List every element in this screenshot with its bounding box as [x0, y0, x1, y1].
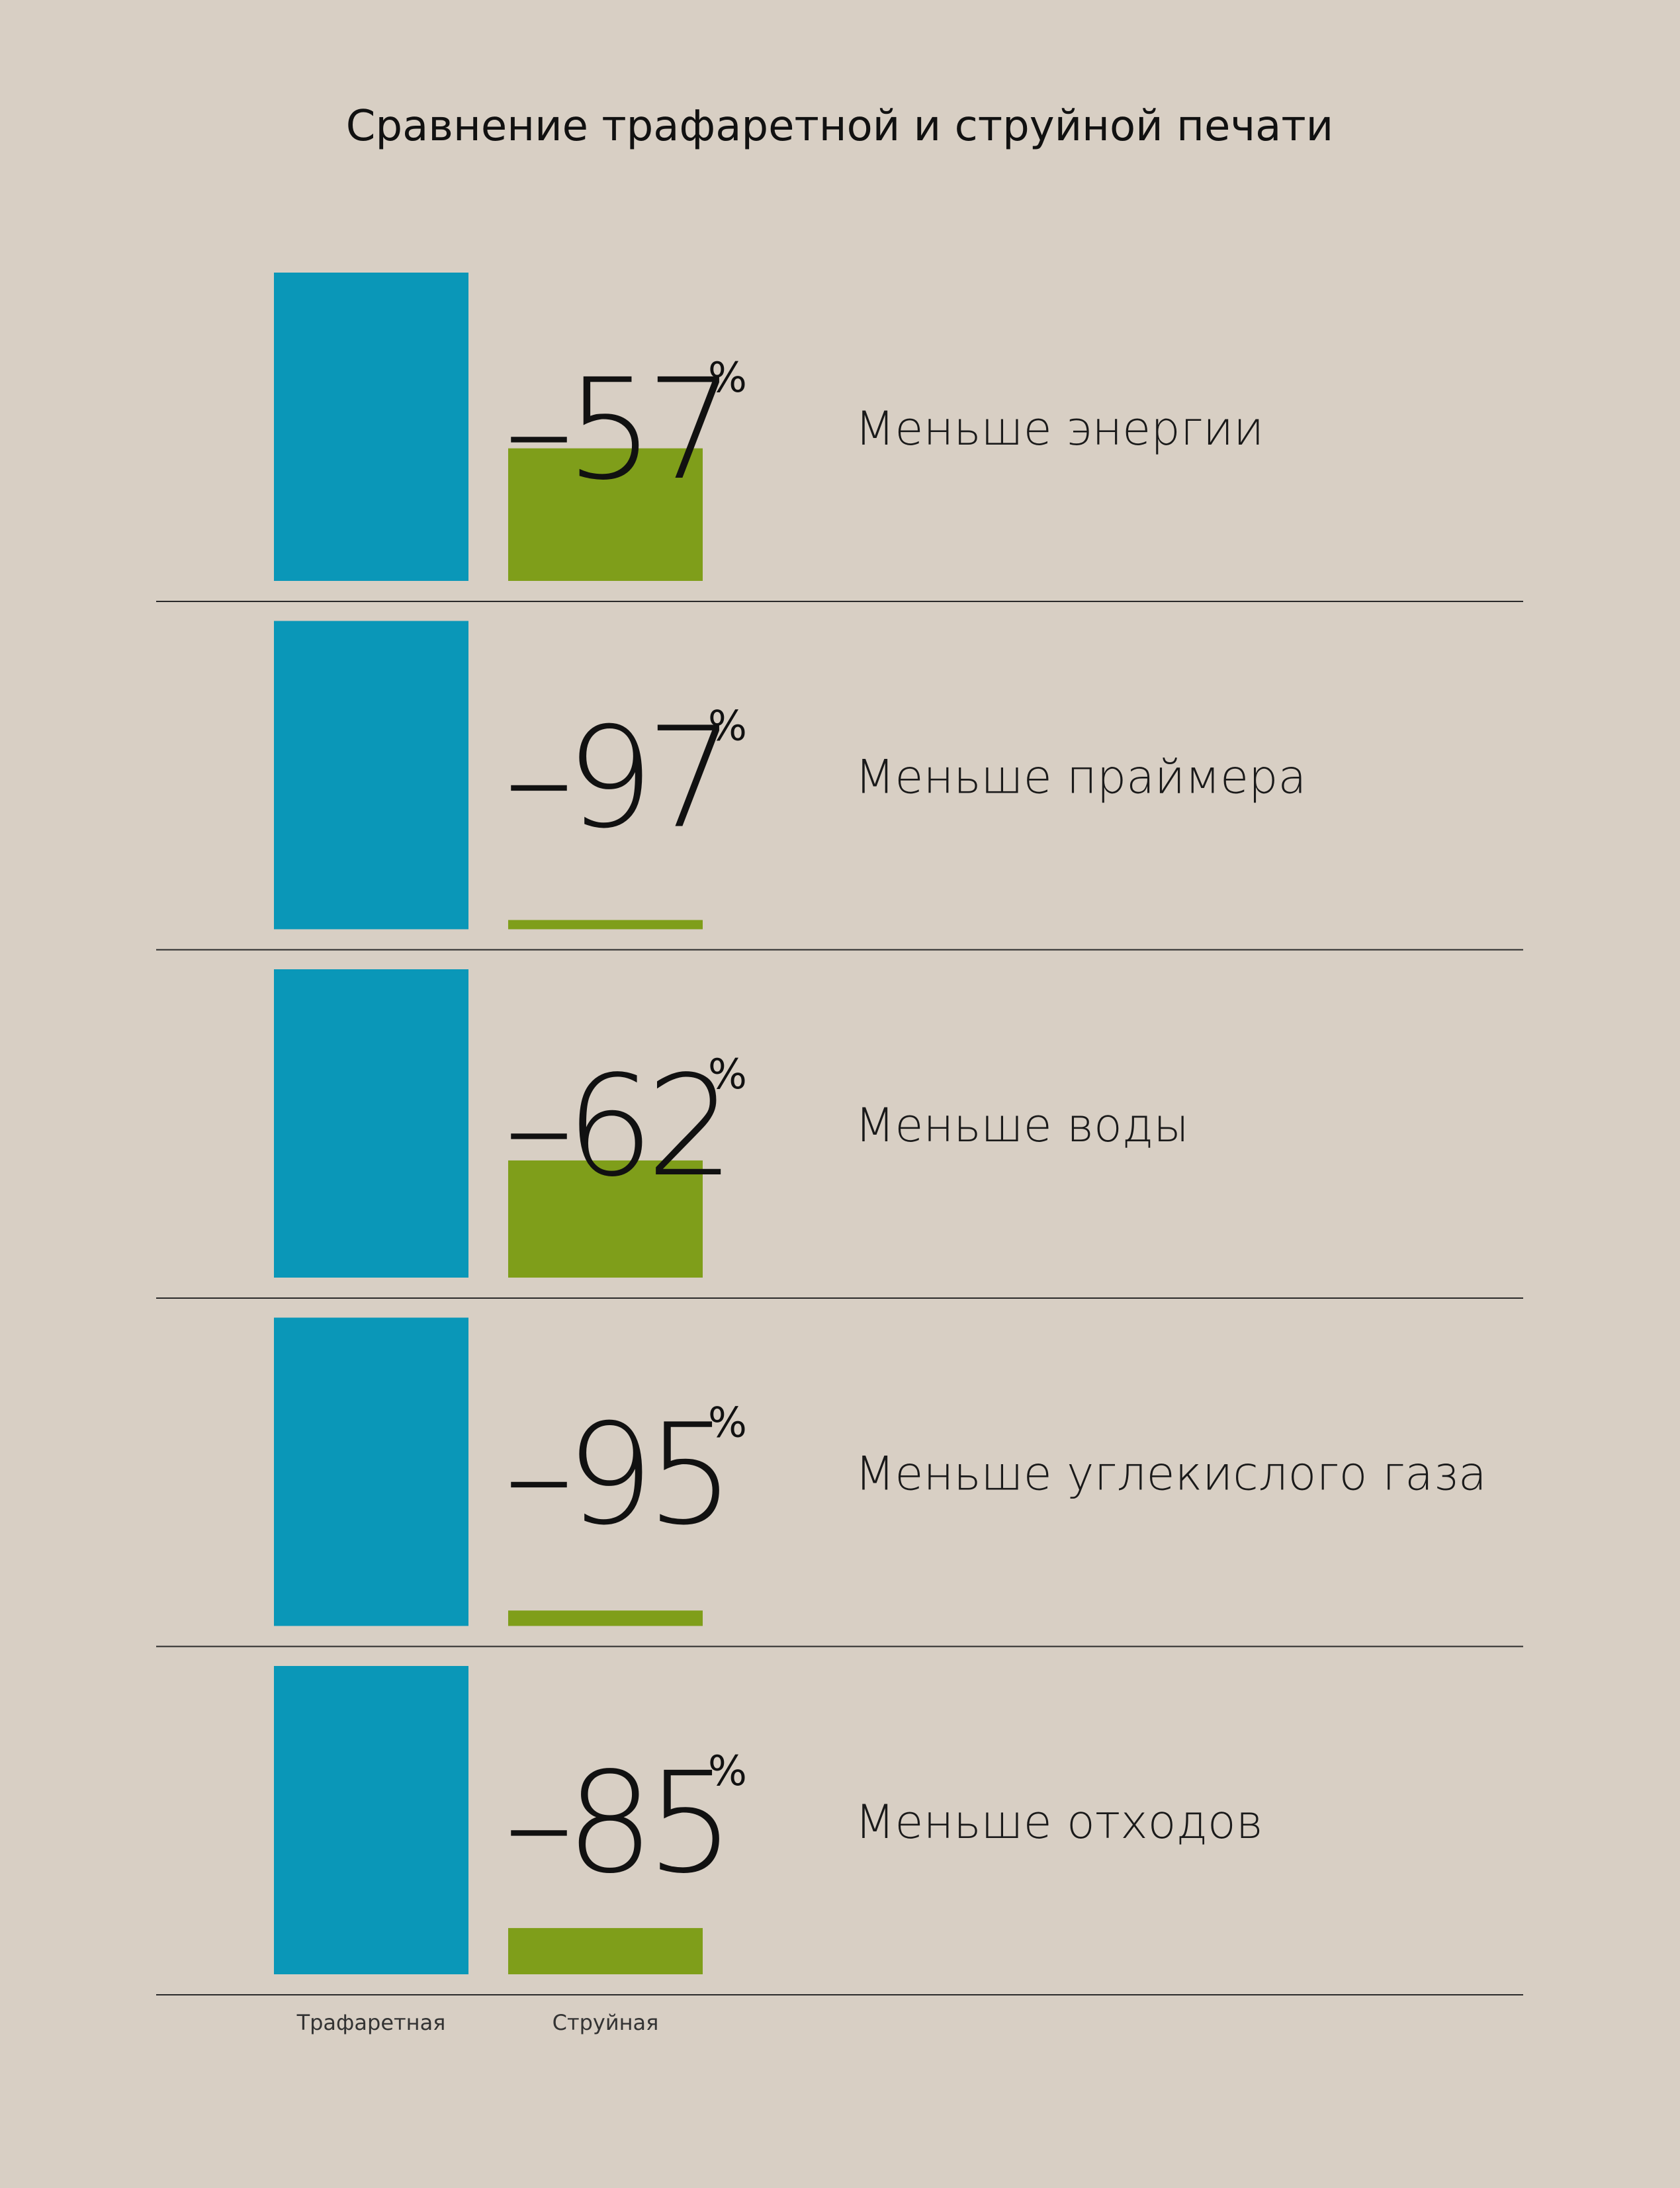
- inkjet-bar: [508, 920, 703, 930]
- percent-sign: %: [708, 353, 747, 402]
- screen-print-bar: [274, 969, 468, 1278]
- row-label: Меньше энергии: [855, 402, 1264, 456]
- row-label: Меньше праймера: [855, 750, 1306, 805]
- reduction-value: –97: [504, 697, 727, 859]
- reduction-value: –85: [504, 1742, 727, 1904]
- chart-row: –57% Меньше энергии: [156, 273, 1523, 602]
- legend-inkjet: Струйная: [553, 2010, 659, 2035]
- percent-sign: %: [708, 1747, 747, 1795]
- screen-print-bar: [274, 1317, 468, 1626]
- chart-row: –62% Меньше воды: [156, 969, 1523, 1299]
- chart-row: –97% Меньше праймера: [156, 621, 1523, 951]
- screen-print-bar: [274, 621, 468, 930]
- percent-sign: %: [708, 1399, 747, 1447]
- chart-row: –95% Меньше углекислого газа: [156, 1317, 1523, 1647]
- reduction-value: –95: [504, 1394, 727, 1556]
- row-label: Меньше отходов: [855, 1795, 1263, 1849]
- inkjet-bar: [508, 1610, 703, 1626]
- screen-print-bar: [274, 1666, 468, 1974]
- inkjet-bar: [508, 1928, 703, 1974]
- reduction-value: –62: [504, 1045, 727, 1207]
- rows-layer: –57% Меньше энергии –97% Меньше праймера –62…: [156, 273, 1523, 1995]
- reduction-value: –57: [504, 349, 727, 511]
- legend: Трафаретная Струйная: [296, 2010, 659, 2035]
- percent-sign: %: [708, 1050, 747, 1098]
- inkjet-bar: [508, 448, 703, 581]
- chart-title: Сравнение трафаретной и струйной печати: [346, 102, 1333, 151]
- screen-print-bar: [274, 273, 468, 581]
- row-label: Меньше углекислого газа: [855, 1447, 1487, 1501]
- row-label: Меньше воды: [855, 1098, 1189, 1153]
- chart-row: –85% Меньше отходов: [156, 1666, 1523, 1995]
- inkjet-bar: [508, 1160, 703, 1278]
- percent-sign: %: [708, 702, 747, 750]
- legend-screen-print: Трафаретная: [296, 2010, 446, 2035]
